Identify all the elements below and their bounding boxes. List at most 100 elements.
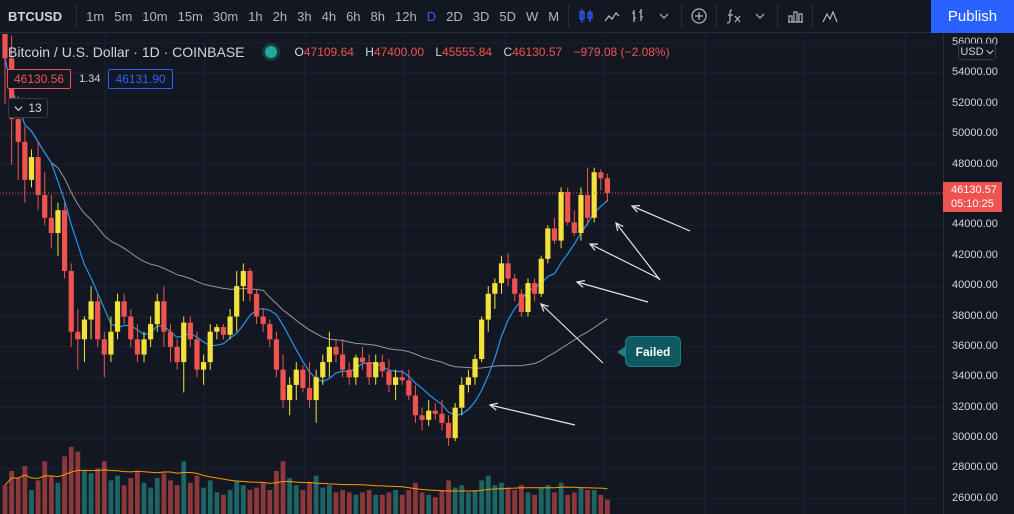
- volume-bar: [135, 470, 140, 514]
- timeframe-M[interactable]: M: [548, 8, 560, 24]
- volume-bar: [29, 490, 34, 514]
- price-chart[interactable]: [0, 34, 943, 514]
- volume-bar: [300, 490, 306, 514]
- volume-bar: [55, 482, 61, 514]
- compare-add-icon[interactable]: [686, 0, 712, 33]
- volume-bar: [68, 446, 74, 514]
- volume-bar: [591, 490, 597, 514]
- volume-ma-line: [4, 469, 608, 492]
- ask-price[interactable]: 46131.90: [108, 69, 173, 89]
- timeframe-12h[interactable]: 12h: [395, 8, 417, 24]
- candle-body: [426, 410, 432, 420]
- symbol-search[interactable]: BTCUSD: [8, 8, 63, 24]
- volume-bar: [181, 461, 187, 514]
- bid-price[interactable]: 46130.56: [7, 69, 72, 89]
- volume-bar: [492, 485, 498, 514]
- volume-bar: [313, 475, 319, 514]
- chevron-down-icon[interactable]: [651, 0, 677, 33]
- candle-body: [141, 339, 147, 355]
- volume-bar: [452, 487, 458, 514]
- chevron-down-icon: [986, 49, 994, 54]
- candle-body: [498, 263, 505, 284]
- candle-body: [306, 387, 313, 401]
- timeframe-5m[interactable]: 5m: [114, 8, 133, 24]
- candle-body: [207, 331, 213, 363]
- candle-body: [465, 377, 471, 385]
- timeframe-30m[interactable]: 30m: [212, 8, 239, 24]
- templates-icon[interactable]: [817, 0, 843, 33]
- currency-selector[interactable]: USD: [958, 43, 996, 60]
- candle-body: [505, 263, 511, 279]
- candle-body: [194, 339, 200, 370]
- volume-bar: [578, 487, 584, 514]
- candle-body: [346, 369, 352, 378]
- candle-body: [227, 316, 233, 335]
- candle-body: [512, 278, 518, 294]
- timeframe-15m[interactable]: 15m: [177, 8, 203, 24]
- timeframe-6h[interactable]: 6h: [346, 8, 361, 24]
- axis-tick-label: 42000.00: [952, 248, 998, 261]
- volume-bar: [326, 485, 332, 514]
- annotation-arrowhead: [575, 280, 585, 288]
- timeframe-3D[interactable]: 3D: [472, 8, 490, 24]
- timeframe-1h[interactable]: 1h: [248, 8, 263, 24]
- candle-body: [604, 178, 611, 194]
- axis-tick-label: 26000.00: [952, 491, 998, 504]
- candle-body: [532, 283, 538, 294]
- timeframe-5D[interactable]: 5D: [499, 8, 516, 24]
- volume-bar: [247, 490, 253, 514]
- timeframe-2D[interactable]: 2D: [446, 8, 463, 24]
- indicators-fx-icon[interactable]: [721, 0, 747, 33]
- publish-button[interactable]: Publish: [931, 0, 1014, 33]
- price-axis[interactable]: [943, 34, 1014, 514]
- candle-body: [201, 362, 207, 370]
- bars-icon[interactable]: [625, 0, 651, 33]
- candle-body: [260, 316, 266, 325]
- volume-bar: [82, 470, 87, 514]
- market-status-icon[interactable]: [264, 46, 277, 58]
- timeframe-W[interactable]: W: [525, 8, 539, 24]
- divider: [812, 5, 814, 27]
- quote-row: 46130.56 1.34 46131.90: [7, 69, 173, 89]
- ma-slow-line: [4, 58, 608, 369]
- candle-body: [558, 191, 564, 241]
- volume-bar: [48, 475, 54, 514]
- candle-body: [492, 283, 498, 294]
- volume-bar: [201, 487, 206, 514]
- timeframe-10m[interactable]: 10m: [142, 8, 168, 24]
- high-value: 47400.00: [373, 45, 424, 59]
- instrument-title[interactable]: Bitcoin / U.S. Dollar · 1D · COINBASE: [8, 44, 245, 60]
- volume-bar: [373, 494, 379, 514]
- failed-callout[interactable]: Failed: [617, 336, 681, 367]
- candle-body: [240, 270, 246, 287]
- close-value: 46130.57: [512, 45, 563, 59]
- indicators-toggle[interactable]: 13: [8, 98, 48, 118]
- chevron-down-icon[interactable]: [747, 0, 773, 33]
- candles-icon[interactable]: [573, 0, 599, 33]
- candle-body: [15, 119, 21, 142]
- line-chart-icon[interactable]: [599, 0, 625, 33]
- candle-body: [392, 377, 399, 385]
- candle-body: [419, 415, 425, 420]
- timeframe-2h[interactable]: 2h: [272, 8, 288, 24]
- timeframe-3h[interactable]: 3h: [297, 8, 312, 24]
- timeframe-8h[interactable]: 8h: [370, 8, 385, 24]
- candle-body: [313, 377, 319, 401]
- candle-body: [167, 331, 174, 347]
- candle-body: [300, 369, 306, 388]
- timeframe-1m[interactable]: 1m: [86, 8, 105, 24]
- volume-bar: [154, 478, 160, 514]
- volume-bar: [346, 492, 352, 514]
- timeframe-D[interactable]: D: [426, 8, 437, 24]
- timeframe-4h[interactable]: 4h: [321, 8, 337, 24]
- axis-tick-label: 48000.00: [952, 157, 998, 170]
- candle-body: [518, 293, 524, 312]
- volume-bar: [240, 485, 246, 514]
- volume-bar: [485, 475, 491, 514]
- candle-body: [287, 384, 293, 401]
- volume-bar: [320, 487, 326, 514]
- financials-icon[interactable]: [782, 0, 808, 33]
- volume-bar: [545, 485, 551, 514]
- candle-body: [81, 319, 88, 340]
- volume-bar: [287, 478, 293, 514]
